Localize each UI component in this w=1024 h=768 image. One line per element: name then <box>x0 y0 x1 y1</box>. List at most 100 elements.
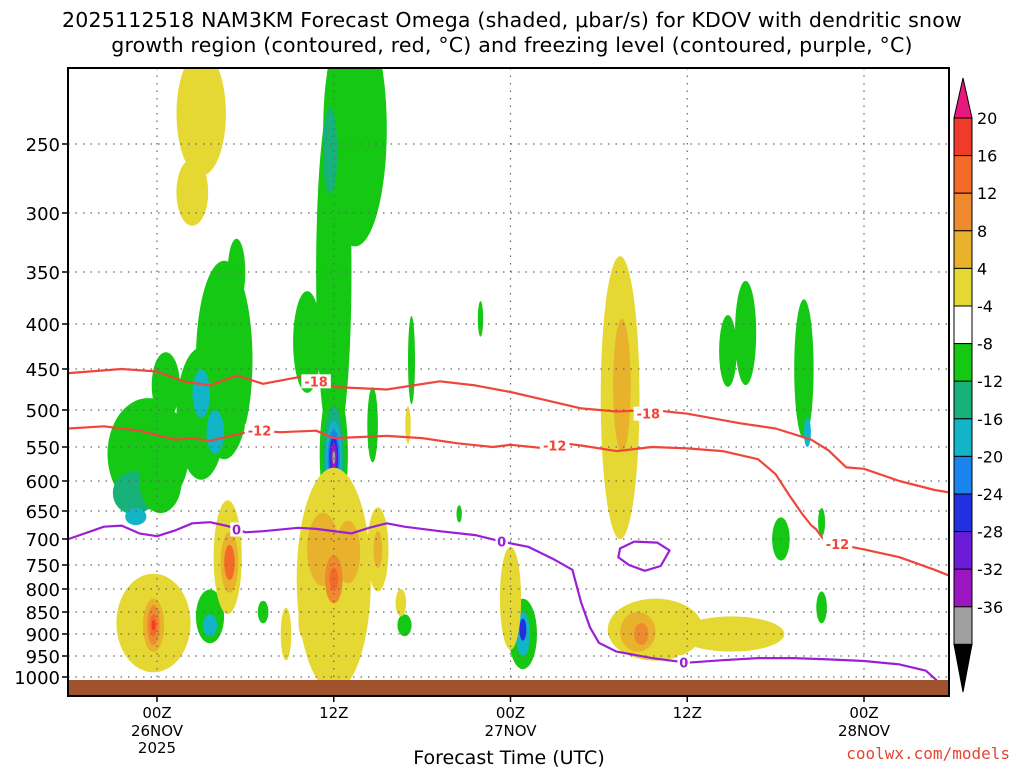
x-tick-date: 27NOV <box>484 722 537 740</box>
contour-line <box>68 521 941 685</box>
colorbar-swatch <box>953 117 973 157</box>
omega-cell <box>477 301 484 337</box>
y-tick-label: 850 <box>26 603 60 624</box>
chart-title-line-1: 2025112518 NAM3KM Forecast Omega (shaded… <box>62 8 962 32</box>
omega-cell <box>456 505 462 523</box>
omega-cell <box>125 508 147 526</box>
colorbar-label: 12 <box>977 184 997 203</box>
site-credit: coolwx.com/models <box>846 744 1010 763</box>
y-axis: 2503003504004505005506006507007508008509… <box>14 135 68 689</box>
colorbar-label: -28 <box>977 523 1003 542</box>
y-tick-label: 600 <box>26 472 60 493</box>
y-tick-label: 450 <box>26 360 60 381</box>
contour-label-bg <box>677 655 690 670</box>
omega-cell <box>224 544 235 581</box>
omega-cell <box>499 546 522 650</box>
omega-cell <box>206 410 225 455</box>
omega-cell <box>395 589 407 617</box>
y-tick-label: 350 <box>26 263 60 284</box>
colorbar-swatch <box>953 418 973 457</box>
omega-cell <box>613 318 631 453</box>
colorbar-swatch <box>953 230 973 269</box>
colorbar-swatch <box>953 343 973 382</box>
plot-frame <box>67 67 950 697</box>
contour-label: -12 <box>248 425 272 440</box>
contour-label-bg <box>495 534 508 549</box>
y-tick-label: 300 <box>26 204 60 225</box>
omega-cell <box>634 623 649 645</box>
y-tick-label: 750 <box>26 556 60 577</box>
colorbar-label: -12 <box>977 372 1003 391</box>
omega-cell <box>293 291 322 393</box>
x-tick-label: 00Z <box>142 704 171 722</box>
omega-cell <box>408 315 415 405</box>
colorbar-label: -8 <box>977 335 993 354</box>
contour-label-bg <box>633 406 664 421</box>
omega-cell <box>719 315 737 387</box>
y-tick-label: 550 <box>26 438 60 459</box>
colorbar-label: -20 <box>977 447 1003 466</box>
colorbar-label: 20 <box>977 109 997 128</box>
omega-cell <box>816 591 827 624</box>
colorbar-swatch <box>953 155 973 194</box>
y-tick-label: 1000 <box>14 668 60 689</box>
omega-cell <box>192 369 210 418</box>
colorbar-swatch <box>953 606 973 645</box>
omega-cell <box>678 616 785 652</box>
x-tick-date: 26NOV <box>131 722 184 740</box>
y-tick-label: 650 <box>26 502 60 523</box>
contour-label: 0 <box>232 523 241 538</box>
colorbar-swatch <box>953 380 973 420</box>
x-axis-label: Forecast Time (UTC) <box>413 747 604 768</box>
omega-cell <box>298 603 310 639</box>
contour-label-bg <box>244 423 275 438</box>
colorbar-swatch <box>953 531 973 570</box>
x-tick-year: 2025 <box>138 739 176 757</box>
colorbar-swatch <box>953 305 973 345</box>
x-tick-label: 00Z <box>849 704 878 722</box>
x-tick-date: 28NOV <box>838 722 891 740</box>
colorbar: 20 16 12 8 4 -4 -8 -12 -16 -20 -24 -28 -32 -36 <box>953 77 1003 693</box>
omega-cell <box>335 520 361 584</box>
colorbar-swatch <box>953 455 973 495</box>
omega-cell <box>397 614 412 637</box>
contour-label: -12 <box>826 538 850 553</box>
y-tick-label: 800 <box>26 580 60 601</box>
omega-cell <box>195 260 253 460</box>
colorbar-swatch <box>953 493 973 533</box>
y-tick-label: 900 <box>26 625 60 646</box>
contour-line <box>617 540 671 572</box>
chart-title-line-2: growth region (contoured, red, °C) and f… <box>111 33 913 57</box>
omega-cell <box>405 406 411 444</box>
omega-cell <box>735 280 757 386</box>
omega-cell <box>176 158 209 226</box>
x-tick-label: 12Z <box>673 704 702 722</box>
colorbar-label: 8 <box>977 222 987 241</box>
omega-cell <box>818 508 826 537</box>
omega-cell <box>227 238 246 306</box>
colorbar-label: 16 <box>977 147 997 166</box>
contour-label: -18 <box>637 408 661 423</box>
colorbar-label: -4 <box>977 297 993 316</box>
colorbar-bottom-arrow <box>953 643 973 693</box>
colorbar-label: 4 <box>977 259 987 278</box>
y-tick-label: 950 <box>26 647 60 668</box>
omega-cell <box>323 68 387 247</box>
contour-label: 0 <box>679 656 688 671</box>
x-tick-label: 12Z <box>319 704 348 722</box>
y-tick-label: 700 <box>26 530 60 551</box>
contour-label: -18 <box>304 375 328 390</box>
omega-cell <box>139 449 182 513</box>
x-tick-label: 00Z <box>496 704 525 722</box>
contour-label-bg <box>822 537 853 552</box>
omega-cell <box>202 614 218 637</box>
contour-line <box>68 367 949 494</box>
omega-cell <box>176 68 226 176</box>
omega-cell <box>373 531 383 568</box>
omega-cell <box>367 387 378 463</box>
colorbar-swatch <box>953 267 973 307</box>
colorbar-label: -16 <box>977 410 1003 429</box>
colorbar-swatch <box>953 568 973 608</box>
y-tick-label: 400 <box>26 315 60 336</box>
